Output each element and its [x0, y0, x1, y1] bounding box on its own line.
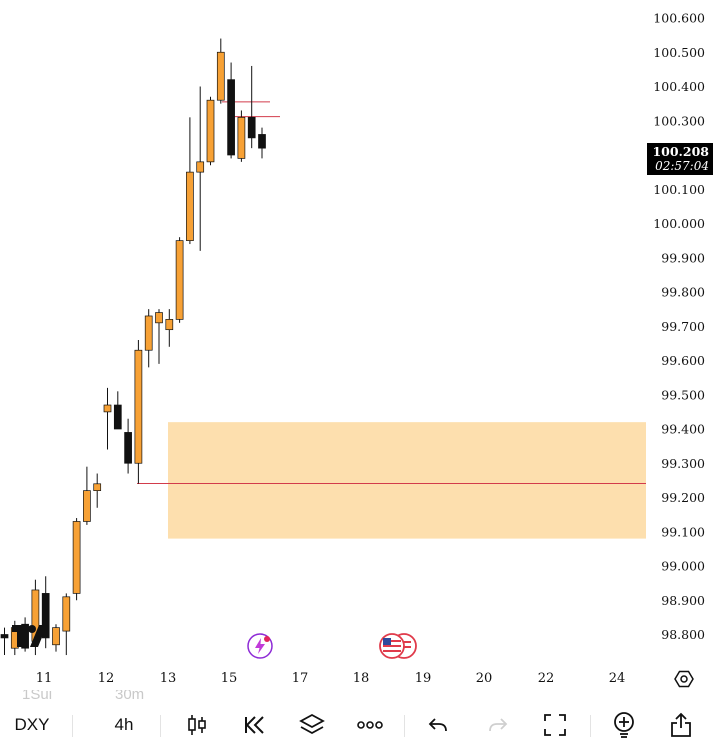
bottom-toolbar: DXY 4h: [0, 705, 720, 744]
candlestick-chart[interactable]: 100.600 100.500 100.400 100.300 100.100 100.0…: [0, 0, 720, 690]
candle-body: [62, 596, 71, 632]
replay-icon[interactable]: [242, 705, 268, 744]
candle-body: [83, 490, 91, 522]
candle-body: [52, 627, 60, 646]
price-tick-label: 99.200: [661, 490, 705, 505]
date-tick-label: 20: [476, 671, 493, 686]
candle-body: [113, 404, 122, 430]
current-price-label: 100.208 02:57:04: [647, 143, 713, 175]
fullscreen-icon[interactable]: [542, 705, 568, 744]
date-tick-label: 17: [292, 671, 309, 686]
price-tick-label: 100.500: [653, 45, 705, 60]
date-tick-label: 24: [609, 671, 626, 686]
symbol-button[interactable]: DXY: [8, 705, 56, 744]
date-tick-label: 15: [221, 671, 238, 686]
tradingview-logo-icon: [12, 623, 58, 649]
candle-body: [258, 134, 266, 149]
candle-body: [247, 116, 256, 139]
candle-body: [216, 51, 225, 101]
chart-area[interactable]: 100.600 100.500 100.400 100.300 100.100 100.0…: [0, 0, 720, 690]
price-tick-label: 99.900: [661, 250, 705, 265]
price-tick-label: 98.800: [661, 627, 705, 642]
candle-body: [124, 432, 132, 464]
ghost-row: 1Sui 30m: [0, 690, 720, 704]
candle-body: [175, 240, 184, 320]
candle-body: [227, 79, 235, 156]
candle-body: [41, 593, 50, 639]
date-tick-label: 12: [98, 671, 115, 686]
share-icon[interactable]: [668, 705, 694, 744]
price-tick-label: 99.600: [661, 353, 705, 368]
candle-body: [237, 116, 246, 159]
price-tick-label: 100.300: [653, 113, 705, 128]
price-tick-label: 99.300: [661, 456, 705, 471]
price-tick-label: 100.100: [653, 182, 705, 197]
candle-body: [196, 161, 205, 173]
candle-body: [0, 634, 9, 639]
redo-icon[interactable]: [486, 705, 510, 744]
divider: [160, 715, 161, 737]
date-tick-label: 18: [353, 671, 370, 686]
candle-body: [144, 315, 153, 351]
candle-body: [93, 483, 102, 491]
demand-zone: [168, 422, 646, 539]
candle-countdown: 02:57:04: [655, 159, 709, 173]
date-tick-label: 13: [160, 671, 177, 686]
price-tick-label: 99.700: [661, 319, 705, 334]
symbol-label: DXY: [14, 714, 50, 734]
candle-body: [206, 99, 215, 163]
price-tick-label: 99.500: [661, 387, 705, 402]
price-tick-label: 100.400: [653, 79, 705, 94]
ghost-label: 1Sui: [22, 690, 53, 703]
idea-icon[interactable]: [611, 705, 637, 744]
current-price: 100.208: [652, 144, 709, 159]
price-tick-label: 99.100: [661, 524, 705, 539]
layers-icon[interactable]: [298, 705, 326, 744]
divider: [404, 715, 405, 737]
candles-icon[interactable]: [184, 705, 210, 744]
price-tick-label: 100.000: [653, 216, 705, 231]
undo-icon[interactable]: [426, 705, 450, 744]
us-flag-event-icon[interactable]: [378, 632, 418, 660]
candle-body: [72, 521, 81, 594]
timeframe-label: 4h: [114, 714, 134, 734]
settings-hex-icon[interactable]: [674, 669, 694, 689]
candle-body: [103, 404, 112, 413]
timeframe-button[interactable]: 4h: [104, 705, 144, 744]
divider: [590, 715, 591, 737]
candle-body: [186, 171, 194, 241]
divider: [72, 715, 73, 737]
price-tick-label: 99.000: [661, 559, 705, 574]
price-tick-label: 98.900: [661, 593, 705, 608]
flash-event-icon[interactable]: [246, 632, 274, 660]
date-tick-label: 19: [415, 671, 432, 686]
date-tick-label: 22: [538, 671, 555, 686]
candle-body: [165, 319, 174, 331]
candle-body: [134, 349, 143, 464]
candle-body: [155, 312, 163, 324]
price-tick-label: 99.800: [661, 285, 705, 300]
more-icon[interactable]: [356, 705, 384, 744]
ghost-label: 30m: [115, 690, 145, 703]
price-tick-label: 99.400: [661, 422, 705, 437]
price-tick-label: 100.600: [653, 11, 705, 26]
date-tick-label: 11: [36, 671, 53, 686]
